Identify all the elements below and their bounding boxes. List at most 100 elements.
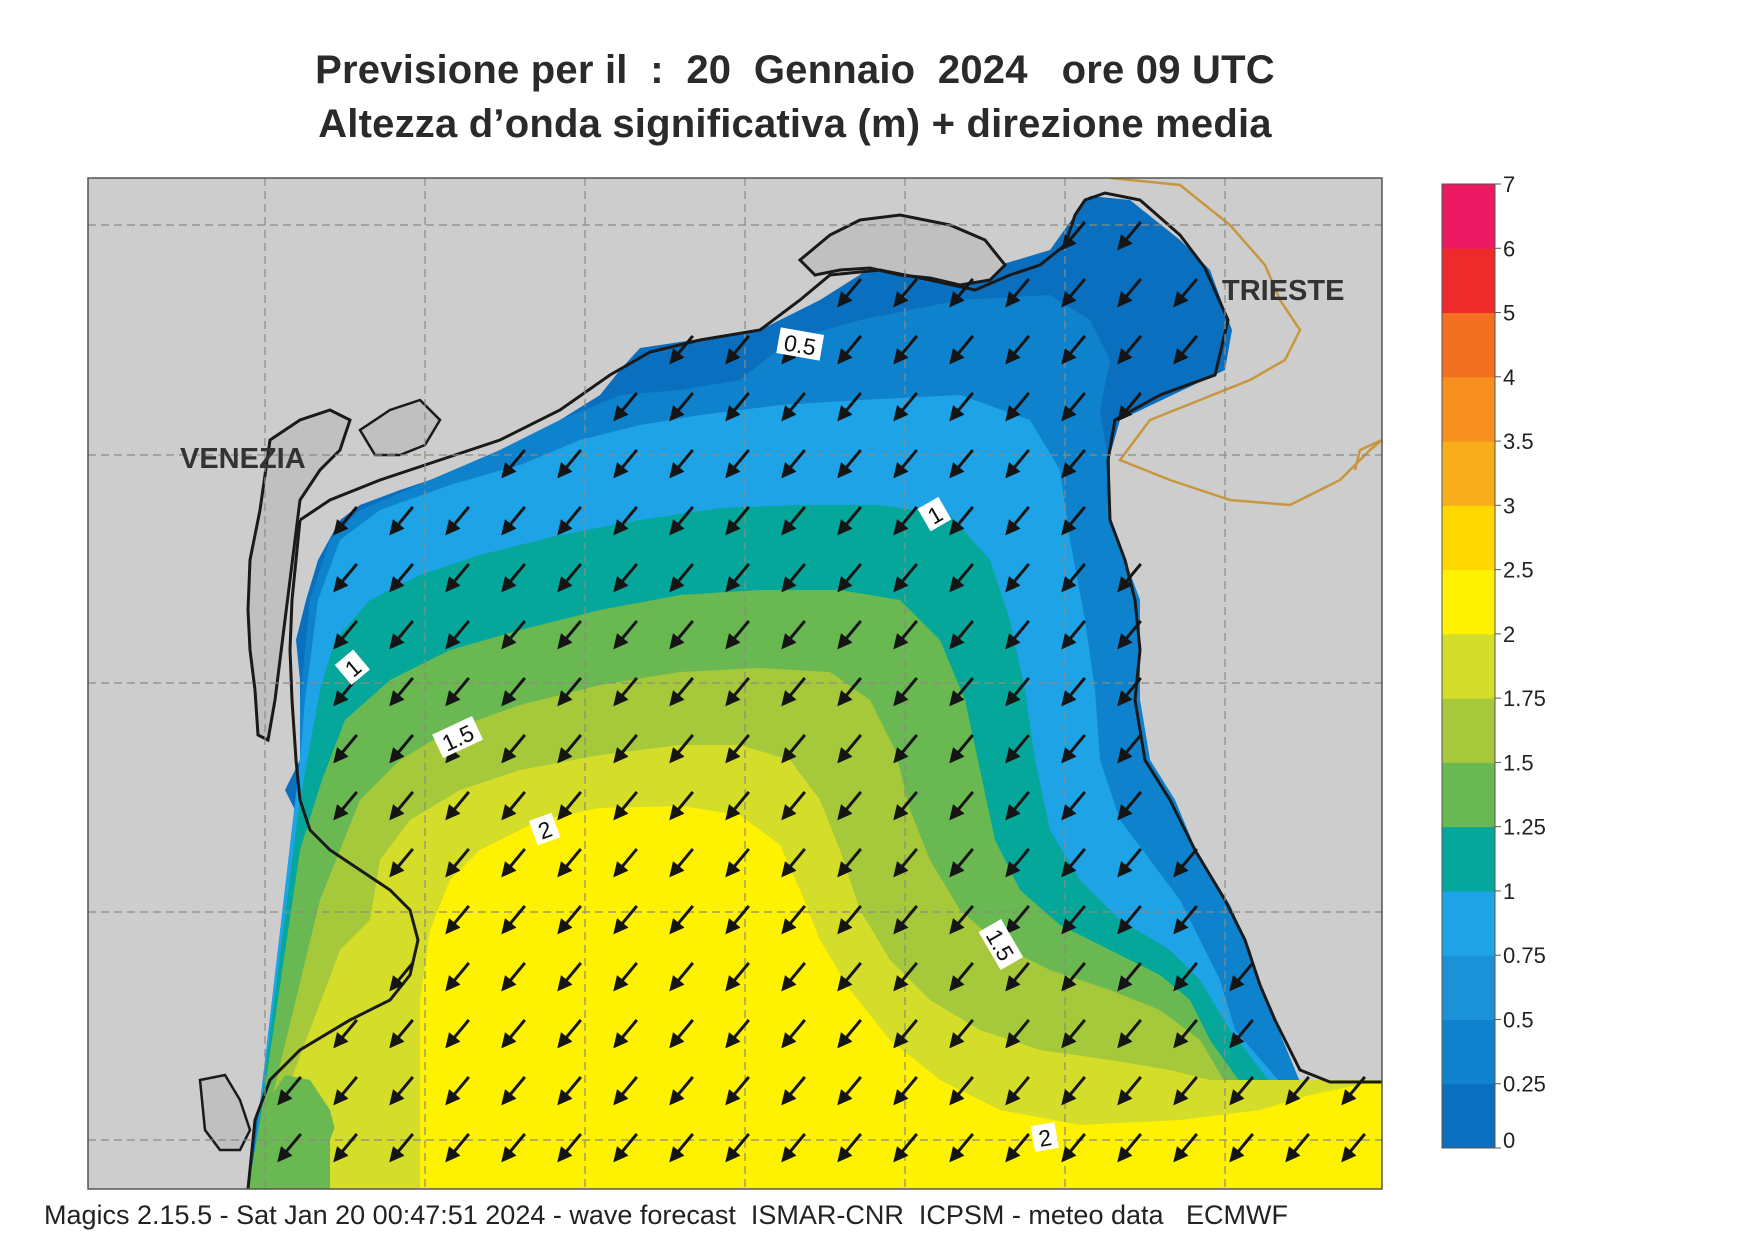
wave-direction-arrow xyxy=(613,904,638,935)
regional-border xyxy=(1353,438,1382,471)
wave-direction-arrow xyxy=(725,505,750,536)
wave-direction-arrow xyxy=(1005,733,1030,764)
wave-direction-arrow xyxy=(613,391,638,422)
wave-direction-arrow xyxy=(445,1075,470,1106)
wave-direction-arrow xyxy=(669,562,694,593)
wave-direction-arrow xyxy=(613,847,638,878)
wave-direction-arrow xyxy=(501,1018,526,1049)
wave-direction-arrow xyxy=(1061,733,1086,764)
wave-direction-arrow xyxy=(837,733,862,764)
wave-direction-arrow xyxy=(613,619,638,650)
wave-direction-arrow xyxy=(1117,961,1142,992)
wave-direction-arrow xyxy=(1341,1132,1366,1163)
wave-direction-arrow xyxy=(501,961,526,992)
wave-direction-arrow xyxy=(1005,619,1030,650)
wave-direction-arrow xyxy=(781,1018,806,1049)
wave-direction-arrow xyxy=(669,790,694,821)
wave-direction-arrow xyxy=(1061,277,1086,308)
map-title: Previsione per il : 20 Gennaio 2024 ore … xyxy=(315,48,1275,92)
legend-swatch xyxy=(1442,1083,1495,1149)
wave-direction-arrow xyxy=(725,1075,750,1106)
wave-direction-arrow xyxy=(725,391,750,422)
sea-band-2-2.5 xyxy=(420,806,1382,1189)
legend-tick-label: 1.75 xyxy=(1503,686,1546,711)
wave-direction-arrow xyxy=(893,1075,918,1106)
wave-direction-arrow xyxy=(389,619,414,650)
legend-tick-label: 2 xyxy=(1503,622,1515,647)
wave-direction-arrow xyxy=(781,505,806,536)
legend-swatch xyxy=(1442,698,1495,763)
legend-swatch xyxy=(1442,569,1495,635)
coast-line-west xyxy=(246,519,420,1189)
wave-direction-arrow xyxy=(949,790,974,821)
wave-direction-arrow xyxy=(1117,220,1142,251)
wave-direction-arrow xyxy=(389,1132,414,1163)
wave-direction-arrow xyxy=(725,904,750,935)
coast-line-north xyxy=(299,191,1230,522)
wave-direction-arrow xyxy=(949,904,974,935)
wave-direction-arrow xyxy=(1061,1075,1086,1106)
wave-direction-arrow xyxy=(1005,1132,1030,1163)
wave-direction-arrow xyxy=(1061,562,1086,593)
wave-direction-arrow xyxy=(501,676,526,707)
wave-direction-arrow xyxy=(389,733,414,764)
legend-tick-label: 6 xyxy=(1503,236,1515,261)
wave-direction-arrow xyxy=(389,961,414,992)
wave-direction-arrow xyxy=(669,334,694,365)
wave-direction-arrow xyxy=(557,1018,582,1049)
wave-direction-arrow xyxy=(1005,904,1030,935)
wave-direction-arrow xyxy=(949,448,974,479)
wave-direction-arrow xyxy=(1061,904,1086,935)
wave-direction-arrow xyxy=(1005,847,1030,878)
legend-tick-label: 1.25 xyxy=(1503,815,1546,840)
wave-direction-arrow xyxy=(389,505,414,536)
wave-direction-arrow xyxy=(333,1132,358,1163)
wave-direction-arrow xyxy=(389,1018,414,1049)
wave-direction-arrow xyxy=(1117,1018,1142,1049)
wave-direction-arrow xyxy=(333,1075,358,1106)
wave-direction-arrow xyxy=(557,1132,582,1163)
wave-direction-arrow xyxy=(1173,961,1198,992)
wave-direction-arrow xyxy=(1061,847,1086,878)
wave-direction-arrow xyxy=(1005,1018,1030,1049)
wave-direction-arrow xyxy=(501,733,526,764)
wave-direction-arrow xyxy=(1061,1018,1086,1049)
wave-direction-arrow xyxy=(949,676,974,707)
wave-direction-arrow xyxy=(613,562,638,593)
sea-band-green-patch xyxy=(248,1075,350,1189)
wave-direction-arrow xyxy=(445,1132,470,1163)
wave-direction-arrow xyxy=(837,1132,862,1163)
wave-direction-arrow xyxy=(781,448,806,479)
wave-direction-arrow xyxy=(725,619,750,650)
wave-direction-arrow xyxy=(893,733,918,764)
wave-direction-arrow xyxy=(557,904,582,935)
wave-direction-arrow xyxy=(557,1075,582,1106)
wave-direction-arrow xyxy=(949,1132,974,1163)
wave-direction-arrow xyxy=(837,334,862,365)
wave-direction-arrow xyxy=(613,790,638,821)
wave-direction-arrow xyxy=(277,1132,302,1163)
wave-direction-arrow xyxy=(1061,505,1086,536)
wave-direction-arrow xyxy=(669,961,694,992)
city-label-trieste: TRIESTE xyxy=(1222,275,1344,307)
wave-direction-arrow xyxy=(445,619,470,650)
legend-swatch xyxy=(1442,633,1495,699)
wave-direction-arrow xyxy=(333,562,358,593)
wave-direction-arrow xyxy=(893,277,918,308)
wave-direction-arrow xyxy=(389,562,414,593)
wave-direction-arrow xyxy=(949,1075,974,1106)
legend-swatch xyxy=(1442,955,1495,1020)
wave-direction-arrow xyxy=(949,847,974,878)
wave-direction-arrow xyxy=(333,733,358,764)
wave-direction-arrow xyxy=(1173,334,1198,365)
wave-direction-arrow xyxy=(1117,733,1142,764)
wave-direction-arrow xyxy=(501,790,526,821)
wave-direction-arrow xyxy=(557,562,582,593)
wave-direction-arrow xyxy=(893,676,918,707)
legend-swatch xyxy=(1442,762,1495,828)
wave-direction-arrow xyxy=(1117,1132,1142,1163)
wave-direction-arrow xyxy=(837,847,862,878)
wave-direction-arrow xyxy=(1061,619,1086,650)
wave-direction-arrow xyxy=(501,1075,526,1106)
footer-credits: Magics 2.15.5 - Sat Jan 20 00:47:51 2024… xyxy=(44,1200,1288,1230)
